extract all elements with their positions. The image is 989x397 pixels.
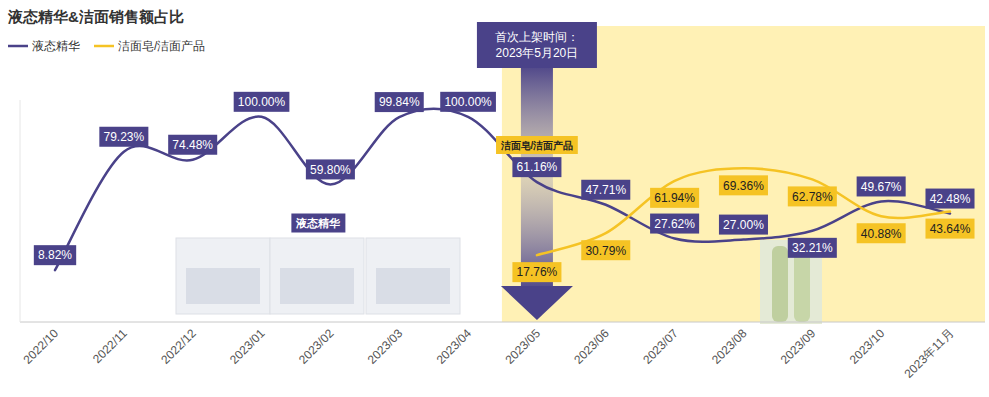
data-label: 43.64%	[930, 222, 971, 236]
x-tick-label: 2023年11月	[902, 326, 957, 381]
title: 液态精华&洁面销售额占比	[7, 8, 184, 25]
data-label-box	[375, 92, 424, 112]
data-label: 61.16%	[517, 160, 558, 174]
data-label: 79.23%	[103, 130, 144, 144]
annotation-box	[291, 214, 345, 233]
legend-label: 洁面皂/洁面产品	[118, 39, 205, 53]
x-tick-label: 2023/03	[365, 326, 406, 367]
data-label-box	[581, 180, 630, 200]
legend-label: 液态精华	[32, 39, 80, 53]
data-label-box	[857, 176, 906, 196]
x-tick-label: 2023/10	[847, 326, 888, 367]
data-label: 49.67%	[861, 180, 902, 194]
product-image-detail	[280, 268, 354, 304]
data-label-box	[440, 92, 496, 112]
data-label-box	[650, 214, 699, 234]
x-tick-label: 2023/02	[296, 326, 337, 367]
legend-swatch	[8, 45, 28, 48]
data-label-box	[719, 215, 768, 235]
x-tick-label: 2023/05	[502, 326, 543, 367]
data-label-box	[512, 157, 561, 177]
annotation: 洁面皂/洁面产品	[500, 140, 574, 151]
product-image	[366, 238, 460, 314]
data-label-box	[168, 135, 217, 155]
data-label: 100.00%	[444, 95, 492, 109]
data-label: 30.79%	[585, 244, 626, 258]
data-label-box	[788, 238, 837, 258]
y-range-line	[20, 100, 21, 322]
data-label-box	[719, 175, 768, 195]
data-label: 59.80%	[310, 163, 351, 177]
data-label: 40.88%	[861, 227, 902, 241]
annotation: 液态精华	[295, 217, 341, 229]
data-label: 74.48%	[172, 138, 213, 152]
data-label: 42.48%	[930, 192, 971, 206]
data-label: 32.21%	[792, 241, 833, 255]
data-label-box	[512, 262, 561, 282]
x-tick-label: 2023/01	[227, 326, 268, 367]
data-label: 62.78%	[792, 190, 833, 204]
data-label-box	[234, 92, 290, 112]
x-tick-label: 2023/07	[640, 326, 681, 367]
data-label: 99.84%	[379, 95, 420, 109]
data-label: 27.62%	[654, 217, 695, 231]
data-label-box	[99, 127, 148, 147]
launch-label: 2023年5月20日	[496, 46, 579, 60]
data-label: 61.94%	[654, 191, 695, 205]
data-label-box	[650, 188, 699, 208]
x-tick-label: 2023/06	[571, 326, 612, 367]
x-tick-label: 2023/04	[434, 326, 475, 367]
series-line	[55, 109, 950, 271]
x-axis-line	[20, 322, 985, 323]
launch-label: 首次上架时间：	[495, 30, 579, 44]
product-image	[176, 238, 270, 314]
launch-box	[477, 22, 597, 68]
data-label-box	[857, 223, 906, 243]
launch-arrow-head	[501, 286, 573, 320]
data-label: 17.76%	[517, 265, 558, 279]
data-label-box	[788, 186, 837, 206]
product-image-detail	[186, 268, 260, 304]
x-tick-label: 2022/10	[21, 326, 62, 367]
data-label: 8.82%	[38, 248, 72, 262]
series-group	[55, 109, 950, 271]
x-tick-label: 2022/12	[158, 326, 199, 367]
data-label: 100.00%	[238, 95, 286, 109]
x-tick-label: 2022/11	[90, 326, 130, 366]
data-label-box	[925, 219, 974, 239]
highlight-region	[502, 26, 985, 322]
product-image	[270, 238, 364, 314]
data-label-box	[581, 240, 630, 260]
data-label-box	[34, 245, 76, 265]
x-tick-label: 2023/08	[709, 326, 750, 367]
x-tick-label: 2023/09	[778, 326, 819, 367]
chart: 液态精华&洁面销售额占比液态精华洁面皂/洁面产品首次上架时间：2023年5月20…	[0, 0, 989, 397]
data-label-box	[925, 189, 974, 209]
product-image-detail	[772, 246, 788, 322]
annotation-box	[496, 136, 578, 154]
data-label: 69.36%	[723, 179, 764, 193]
product-image-detail	[376, 268, 450, 304]
data-label: 27.00%	[723, 218, 764, 232]
legend-swatch	[94, 45, 114, 48]
data-label-box	[306, 159, 355, 179]
data-label: 47.71%	[585, 183, 626, 197]
